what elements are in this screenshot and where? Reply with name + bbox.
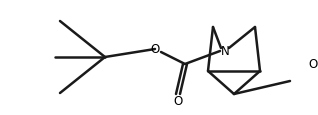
Text: O: O [150,43,160,56]
Text: OH: OH [308,58,318,71]
Text: O: O [173,94,183,107]
Text: N: N [221,45,229,58]
